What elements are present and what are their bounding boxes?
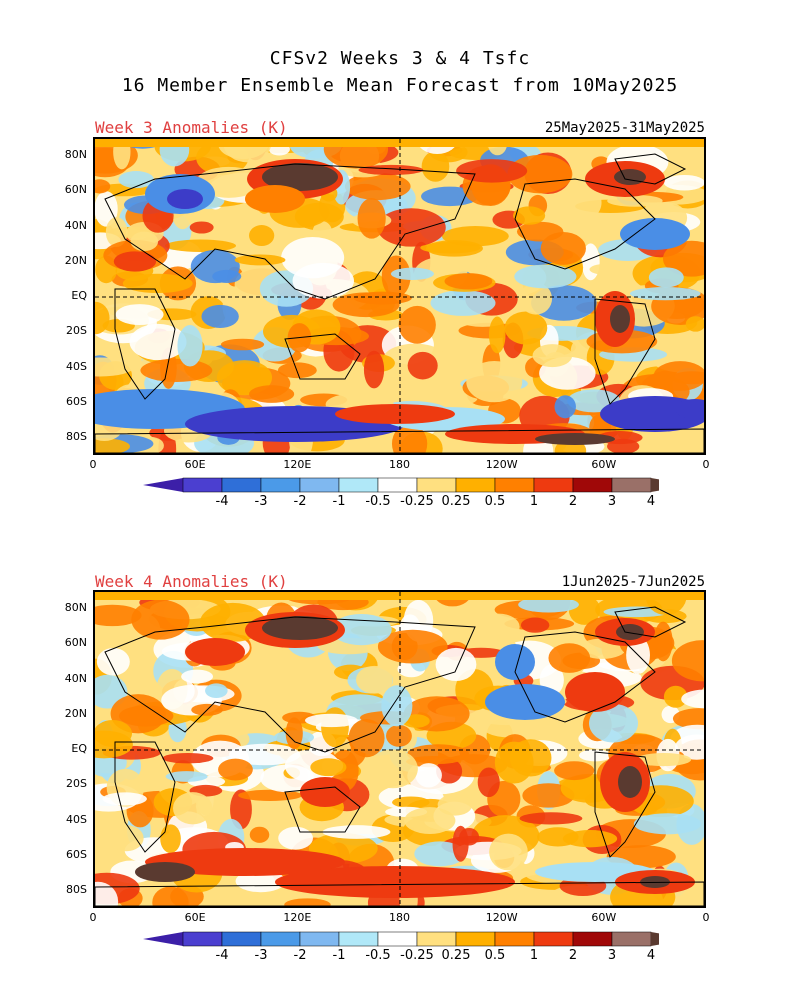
- lon-tick-label: 60E: [184, 458, 206, 471]
- title-line1: CFSv2 Weeks 3 & 4 Tsfc: [269, 48, 531, 69]
- colorbar-segment: [455, 931, 496, 947]
- lat-tick-label: 60N: [64, 636, 87, 650]
- lon-tick-label: 120E: [283, 911, 312, 924]
- colorbar-label: -2: [293, 948, 307, 963]
- colorbar-label: 3: [607, 948, 617, 963]
- colorbar-segment: [182, 477, 223, 493]
- colorbar-segment: [260, 931, 301, 947]
- colorbar-label: 1: [529, 494, 539, 509]
- lon-tick-label: 60E: [184, 911, 206, 924]
- lat-tick-label: EQ: [71, 289, 87, 302]
- colorbar-segment: [455, 477, 496, 493]
- colorbar-segment: [221, 477, 262, 493]
- lon-tick-label: 180: [389, 911, 410, 924]
- lat-tick-label: 60S: [66, 847, 87, 861]
- lat-tick-label: 80N: [64, 601, 87, 614]
- colorbar-segment: [299, 477, 340, 493]
- colorbar-label: -4: [215, 948, 229, 963]
- colorbar-label: -1: [332, 948, 346, 963]
- panel2-dates: 1Jun2025-7Jun2025: [561, 574, 705, 590]
- colorbar-label: 0.5: [484, 948, 506, 963]
- colorbar-label: 0.25: [441, 948, 471, 963]
- colorbar-segment: [338, 931, 379, 947]
- lat-tick-label: 80N: [64, 148, 87, 161]
- colorbar-label: -0.5: [365, 494, 391, 509]
- lon-tick-label: 0: [702, 458, 710, 471]
- lon-tick-label: 60W: [591, 458, 617, 471]
- anomaly-field: [95, 592, 704, 906]
- week4-anomaly-map: [93, 590, 706, 908]
- lon-tick-label: 120W: [485, 458, 518, 471]
- panel2-label: Week 4 Anomalies (K): [95, 572, 288, 591]
- colorbar-label: 3: [607, 494, 617, 509]
- colorbar-label: -4: [215, 494, 229, 509]
- colorbar-segment: [143, 932, 183, 946]
- lat-tick-label: 60N: [64, 183, 87, 197]
- panel1-dates: 25May2025-31May2025: [544, 120, 705, 136]
- colorbar-label: 2: [568, 948, 578, 963]
- lat-tick-label: 20S: [66, 324, 87, 338]
- title-line2: 16 Member Ensemble Mean Forecast from 10…: [121, 75, 679, 96]
- colorbar-segment: [533, 477, 574, 493]
- panel2-colorbar: [143, 931, 659, 947]
- anomaly-field: [95, 139, 704, 453]
- colorbar-segment: [416, 477, 457, 493]
- panel1-colorbar: [143, 477, 659, 493]
- colorbar-segment: [494, 931, 535, 947]
- colorbar-segment: [143, 478, 183, 492]
- lat-tick-label: 40N: [64, 218, 87, 232]
- lon-tick-label: 0: [89, 458, 97, 471]
- colorbar-segment: [494, 477, 535, 493]
- panel1-label: Week 3 Anomalies (K): [95, 118, 288, 137]
- colorbar-segment: [182, 931, 223, 947]
- colorbar-label: -0.25: [400, 494, 434, 509]
- colorbar-label: -3: [254, 948, 268, 963]
- colorbar-segment: [611, 931, 652, 947]
- colorbar-label: 0.25: [441, 494, 471, 509]
- colorbar-segment: [377, 931, 418, 947]
- lat-tick-label: EQ: [71, 742, 87, 755]
- colorbar-label: -0.5: [365, 948, 391, 963]
- colorbar-label: 0.5: [484, 494, 506, 509]
- colorbar-label: 2: [568, 494, 578, 509]
- colorbar-label: -1: [332, 494, 346, 509]
- lat-tick-label: 40S: [66, 359, 87, 373]
- colorbar-segment: [572, 477, 613, 493]
- lon-tick-label: 180: [389, 458, 410, 471]
- lat-tick-label: 20N: [64, 706, 87, 720]
- colorbar-segment: [572, 931, 613, 947]
- colorbar-label: -3: [254, 494, 268, 509]
- colorbar-segment: [377, 477, 418, 493]
- lat-tick-label: 20S: [66, 777, 87, 791]
- lon-tick-label: 120W: [485, 911, 518, 924]
- colorbar-segment: [260, 477, 301, 493]
- lon-tick-label: 120E: [283, 458, 312, 471]
- colorbar-label: 1: [529, 948, 539, 963]
- colorbar-segment: [611, 477, 652, 493]
- colorbar-segment: [338, 477, 379, 493]
- colorbar-label: -2: [293, 494, 307, 509]
- colorbar-label: 4: [646, 948, 656, 963]
- lon-tick-label: 0: [89, 911, 97, 924]
- lat-tick-label: 60S: [66, 394, 87, 408]
- colorbar-segment: [416, 931, 457, 947]
- colorbar-segment: [221, 931, 262, 947]
- week3-anomaly-map: [93, 137, 706, 455]
- lon-tick-label: 0: [702, 911, 710, 924]
- lat-tick-label: 40S: [66, 812, 87, 826]
- lon-tick-label: 60W: [591, 911, 617, 924]
- colorbar-segment: [651, 478, 659, 492]
- colorbar-segment: [299, 931, 340, 947]
- lat-tick-label: 20N: [64, 253, 87, 267]
- colorbar-label: -0.25: [400, 948, 434, 963]
- lat-tick-label: 80S: [66, 883, 87, 896]
- lat-tick-label: 40N: [64, 671, 87, 685]
- colorbar-segment: [651, 932, 659, 946]
- colorbar-segment: [533, 931, 574, 947]
- colorbar-label: 4: [646, 494, 656, 509]
- lat-tick-label: 80S: [66, 430, 87, 443]
